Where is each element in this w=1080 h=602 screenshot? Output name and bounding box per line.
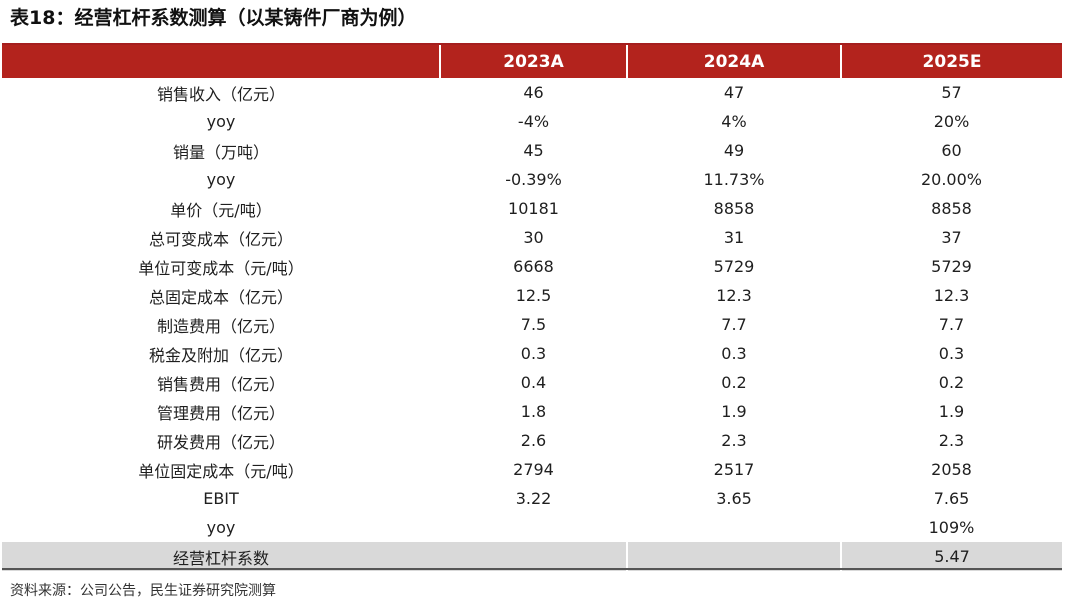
table-row: 管理费用（亿元） 1.8 1.9 1.9 [2,397,1062,426]
table-row: 销售收入（亿元） 46 47 57 [2,78,1062,107]
row-label: 单位固定成本（元/吨） [138,461,304,481]
cell-2023a: 12.5 [515,286,552,305]
cell-2025e: 2058 [931,460,972,479]
cell-2025e: 7.7 [938,315,965,334]
row-label: 销售费用（亿元） [156,374,285,394]
cell-2025e: 37 [941,228,962,247]
table-row: 单价（元/吨） 10181 8858 8858 [2,194,1062,223]
table-row: 研发费用（亿元） 2.6 2.3 2.3 [2,426,1062,455]
table-row: 税金及附加（亿元） 0.3 0.3 0.3 [2,339,1062,368]
cell-2023a: 45 [523,141,544,160]
cell-2025e: 1.9 [938,402,965,421]
cell-2025e: 2.3 [938,431,965,450]
cell-2023a: 2794 [513,460,554,479]
cell-2025e: 20% [933,112,970,131]
row-label: EBIT [203,489,239,508]
cell-2023a: 10181 [508,199,559,218]
row-label: 单价（元/吨） [170,200,272,220]
cell-2024a: 8858 [713,199,755,218]
cell-2023a: -0.39% [505,170,562,189]
header-cell-2024a: 2024A [627,45,842,78]
row-label: 税金及附加（亿元） [148,345,293,365]
cell-2023a: 0.4 [520,373,547,392]
cell-2025e: 12.3 [933,286,970,305]
summary-cell-2023a [440,542,628,571]
header-cell-2025e: 2025E [841,45,1062,78]
cell-2023a: 2.6 [520,431,547,450]
row-label: yoy [206,518,236,537]
table-row: EBIT 3.22 3.65 7.65 [2,484,1062,513]
cell-2025e: 8858 [931,199,972,218]
table-row: 单位固定成本（元/吨） 2794 2517 2058 [2,455,1062,484]
source-note: 资料来源：公司公告，民生证券研究院测算 [10,583,276,599]
table-title: 表18：经营杠杆系数测算（以某铸件厂商为例） [10,7,417,29]
cell-2025e: 20.00% [920,170,982,189]
cell-2024a: 2.3 [721,431,747,450]
cell-2024a: 0.3 [721,344,747,363]
cell-2023a: 30 [523,228,544,247]
table-row: yoy 109% [2,513,1062,542]
table-row: 销售费用（亿元） 0.4 0.2 0.2 [2,368,1062,397]
cell-2023a: 6668 [513,257,554,276]
cell-2024a: 5729 [713,257,755,276]
cell-2023a [440,513,627,542]
cell-2024a: 0.2 [721,373,747,392]
summary-label: 经营杠杆系数 [2,542,440,571]
cell-2024a: 47 [723,83,745,102]
cell-2025e: 5729 [931,257,972,276]
row-label: 总可变成本（亿元） [148,229,293,249]
cell-2024a: 1.9 [721,402,747,421]
cell-2023a: 46 [523,83,544,102]
leverage-table: 2023A 2024A 2025E 销售收入（亿元） 46 47 57 yoy -4% 4%… [2,45,1062,571]
row-label: 管理费用（亿元） [156,403,285,423]
cell-2025e: 0.2 [938,373,965,392]
cell-2023a: 7.5 [520,315,547,334]
table-row: 总可变成本（亿元） 30 31 37 [2,223,1062,252]
cell-2024a: 12.3 [716,286,752,305]
table-row: yoy -0.39% 11.73% 20.00% [2,165,1062,194]
table-row: yoy -4% 4% 20% [2,107,1062,136]
cell-2024a: 4% [721,112,747,131]
table-body: 销售收入（亿元） 46 47 57 yoy -4% 4% 20% 销量（万吨） 45 49 60 yoy… [2,78,1062,571]
table-row: 总固定成本（亿元） 12.5 12.3 12.3 [2,281,1062,310]
cell-2023a: 3.22 [515,489,552,508]
summary-cell-2025e: 5.47 [841,542,1062,571]
cell-2025e: 0.3 [938,344,965,363]
summary-cell-2024a [627,542,842,571]
data-table-container: 2023A 2024A 2025E 销售收入（亿元） 46 47 57 yoy -4% 4%… [2,43,1062,571]
cell-2024a [627,513,841,542]
cell-2024a: 49 [723,141,745,160]
row-label: 总固定成本（亿元） [148,287,293,307]
table-row: 制造费用（亿元） 7.5 7.7 7.7 [2,310,1062,339]
cell-2023a: 1.8 [520,402,547,421]
cell-2023a: -4% [517,112,550,131]
cell-2025e: 109% [928,518,975,537]
row-label: 研发费用（亿元） [156,432,285,452]
cell-2025e: 60 [941,141,962,160]
cell-2024a: 11.73% [703,170,765,189]
table-row: 销量（万吨） 45 49 60 [2,136,1062,165]
table-bottom-rule [2,568,1062,570]
row-label: 制造费用（亿元） [156,316,285,336]
row-label: 销量（万吨） [172,142,269,162]
cell-2024a: 31 [723,228,745,247]
table-row: 单位可变成本（元/吨） 6668 5729 5729 [2,252,1062,281]
cell-2024a: 7.7 [721,315,747,334]
header-cell-label [2,45,441,78]
summary-row: 经营杠杆系数 5.47 [2,542,1062,571]
header-row: 2023A 2024A 2025E [2,45,1062,78]
cell-2023a: 0.3 [520,344,547,363]
row-label: yoy [206,170,236,189]
row-label: 销售收入（亿元） [156,84,285,104]
cell-2024a: 3.65 [716,489,752,508]
cell-2025e: 7.65 [933,489,970,508]
header-cell-2023a: 2023A [440,45,628,78]
cell-2025e: 57 [941,83,962,102]
cell-2024a: 2517 [713,460,755,479]
row-label: yoy [206,112,236,131]
row-label: 单位可变成本（元/吨） [138,258,304,278]
